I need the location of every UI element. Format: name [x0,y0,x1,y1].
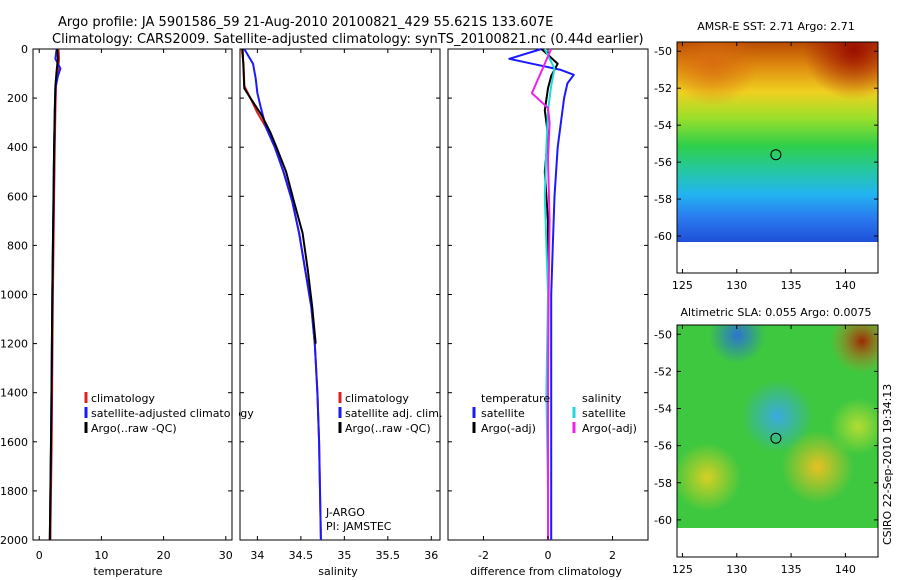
map-x-tick-label: 125 [672,563,693,576]
map-y-tick-label: -54 [654,403,672,416]
map-y-tick-label: -52 [654,365,672,378]
x-tick-label: 0 [545,549,552,562]
map-x-tick-label: 140 [835,279,856,292]
map-y-tick-label: -56 [654,156,672,169]
salinity-axes-frame [239,48,441,541]
sla-heatmap-field [677,325,878,528]
legend-heading-salinity: salinity [582,392,622,405]
temperature-axes-frame [32,48,233,541]
x-tick-label: 0 [36,549,43,562]
legend-label-temp-argo: Argo(-adj) [481,422,536,435]
y-tick-label: 1800 [0,485,28,498]
series-line-argo-raw-qc- [48,48,59,541]
sst-map-title: AMSR-E SST: 2.71 Argo: 2.71 [697,20,855,33]
map-x-tick-label: 135 [781,563,802,576]
salinity-profile-panel: 34 34.5 35 35.5 36 salinity J-ARGO PI: JAMST… [239,48,441,578]
map-y-tick-label: -50 [654,45,672,58]
x-tick-label: 10 [94,549,108,562]
legend-label-satellite: satellite adj. clim. [345,407,442,420]
legend-label-argo: Argo(..raw -QC) [91,422,177,435]
sla-map-title: Altimetric SLA: 0.055 Argo: 0.0075 [680,306,871,319]
y-tick-label: 200 [7,92,28,105]
x-tick-label: 30 [219,549,233,562]
y-tick-label: 1400 [0,387,28,400]
difference-xlabel: difference from climatology [470,565,622,578]
y-tick-label: 1600 [0,436,28,449]
legend-label-argo: Argo(..raw -QC) [345,422,431,435]
figure-title-line1: Argo profile: JA 5901586_59 21-Aug-2010 … [58,15,553,30]
x-tick-label: 34 [250,549,264,562]
sst-heatmap-field [677,42,878,242]
x-tick-label: 36 [424,549,438,562]
map-y-tick-label: -54 [654,119,672,132]
legend-label-sal-argo: Argo(-adj) [582,422,637,435]
map-y-tick-label: -58 [654,193,672,206]
legend-label-temp-satellite: satellite [481,407,525,420]
map-x-tick-label: 130 [726,563,747,576]
legend-label-climatology: climatology [345,392,409,405]
map-y-tick-label: -60 [654,514,672,527]
sst-map-frame [676,41,879,274]
difference-legend: temperature satellite Argo(-adj) salinit… [472,392,637,435]
y-tick-label: 1000 [0,289,28,302]
y-tick-label: 1200 [0,338,28,351]
legend-overflow-mask [233,380,239,440]
temperature-xlabel: temperature [93,565,162,578]
temperature-legend: climatology satellite-adjusted climatolo… [84,392,254,435]
x-tick-label: 34.5 [289,549,314,562]
x-tick-label: -2 [478,549,489,562]
map-y-tick-label: -56 [654,440,672,453]
difference-profile-panel: -2 0 2 difference from climatology [447,48,649,578]
y-tick-label: 2000 [0,534,28,547]
series-line-temperature-satellite [508,48,575,540]
legend-label-climatology: climatology [91,392,155,405]
legend-label-satellite: satellite-adjusted climatology [91,407,254,420]
x-tick-label: 35 [337,549,351,562]
salinity-xlabel: salinity [318,565,358,578]
map-y-tick-label: -50 [654,328,672,341]
map-x-tick-label: 140 [835,563,856,576]
series-line-salinity-satellite [543,48,556,540]
x-tick-label: 35.5 [376,549,401,562]
series-line-salinity-argo-adj- [530,48,553,540]
y-tick-label: 0 [21,43,28,56]
series-line-satellite-adj-clim- [243,48,322,541]
series-line-argo-raw-qc- [241,48,317,344]
float-pi-annotation: PI: JAMSTEC [326,520,392,533]
sst-map-panel: AMSR-E SST: 2.71 Argo: 2.71 125 130 135 140… [654,20,879,292]
map-x-tick-label: 125 [672,279,693,292]
map-y-tick-label: -52 [654,82,672,95]
salinity-legend: climatology satellite adj. clim. Argo(..… [338,392,442,435]
x-tick-label: 2 [609,549,616,562]
legend-heading-temperature: temperature [481,392,550,405]
sst-hot-patch [677,42,878,242]
sla-hot-patch [677,325,878,528]
map-x-tick-label: 130 [726,279,747,292]
csiro-timestamp-label: CSIRO 22-Sep-2010 19:34:13 [881,384,894,545]
x-tick-label: 20 [157,549,171,562]
float-program-annotation: J-ARGO [325,506,365,519]
y-tick-label: 800 [7,239,28,252]
map-x-tick-label: 135 [781,279,802,292]
temperature-profile-panel: 0 10 20 30 0 200 400 600 800 1000 1200 1400 1600 1800… [0,43,233,578]
map-y-tick-label: -60 [654,230,672,243]
argo-float-marker [770,149,782,161]
figure-title-line2: Climatology: CARS2009. Satellite-adjuste… [52,32,644,47]
map-y-tick-label: -58 [654,477,672,490]
sla-map-panel: Altimetric SLA: 0.055 Argo: 0.0075 125 13… [654,306,879,576]
y-tick-label: 600 [7,190,28,203]
argo-float-marker [770,432,782,444]
legend-label-sal-satellite: satellite [582,407,626,420]
y-tick-label: 400 [7,141,28,154]
sla-map-frame [676,324,879,558]
